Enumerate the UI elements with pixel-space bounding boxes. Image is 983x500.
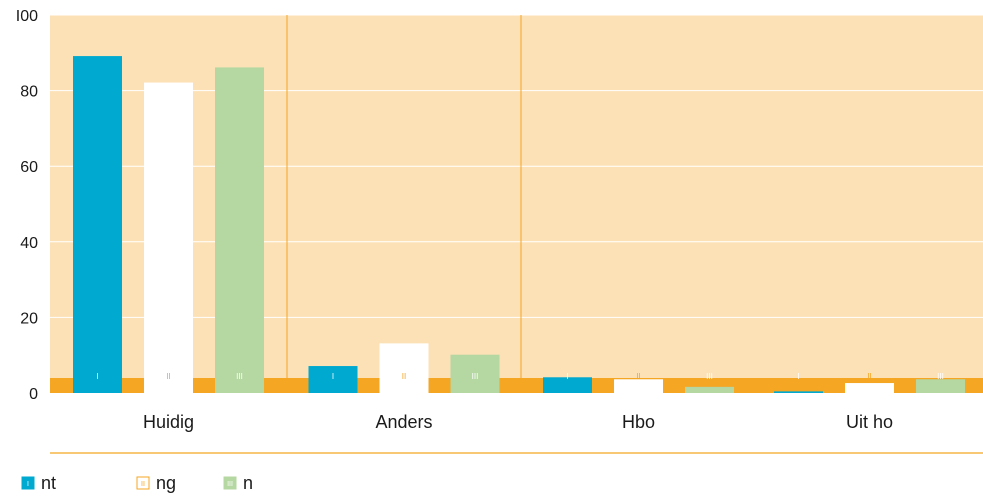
bar-marker-hbo-nt: I [566,372,568,381]
legend-swatch-marker-ng: II [141,481,145,488]
y-tick-label-20: 20 [20,310,38,327]
bar-small-uit-ho-nt [774,391,823,394]
y-tick-label-80: 80 [20,84,38,101]
category-label-hbo: Hbo [622,412,655,432]
category-label-huidig: Huidig [143,412,194,432]
legend-label-nt: nt [41,473,56,493]
category-label-anders: Anders [375,412,432,432]
bar-huidig-ng [144,82,193,394]
bar-huidig-nt [73,56,122,394]
bar-huidig-n [215,67,264,394]
bar-marker-hbo-n: III [706,372,713,381]
legend-swatch-nt [21,476,35,490]
legend-swatch-marker-n: III [227,481,233,488]
y-tick-label-60: 60 [20,159,38,176]
bar-marker-huidig-nt: I [96,372,98,381]
bar-marker-anders-n: III [472,372,479,381]
bar-small-hbo-n [685,386,734,394]
bar-small-uit-ho-ng [845,383,894,394]
bar-marker-huidig-n: III [236,372,243,381]
legend-label-n: n [243,473,253,493]
legend-label-ng: ng [156,473,176,493]
bar-small-hbo-ng [614,379,663,394]
plot-background [50,15,983,393]
y-tick-label-40: 40 [20,235,38,252]
bar-marker-hbo-ng: II [636,372,640,381]
bar-marker-huidig-ng: II [166,372,170,381]
y-tick-label-0: 0 [29,386,38,403]
bar-marker-uit-ho-n: III [937,372,944,381]
y-tick-label-100: I00 [16,8,38,25]
bar-marker-uit-ho-ng: II [867,372,871,381]
baseline-band [50,378,983,393]
legend-swatch-n [223,476,237,490]
category-label-uit-ho: Uit ho [846,412,893,432]
bar-marker-anders-ng: II [402,372,406,381]
category-label-strip [50,393,983,433]
bar-marker-anders-nt: I [332,372,334,381]
legend-swatch-ng [136,476,150,490]
bar-marker-uit-ho-nt: I [797,372,799,381]
legend-swatch-marker-nt: I [27,481,29,488]
bar-small-uit-ho-n [916,379,965,394]
